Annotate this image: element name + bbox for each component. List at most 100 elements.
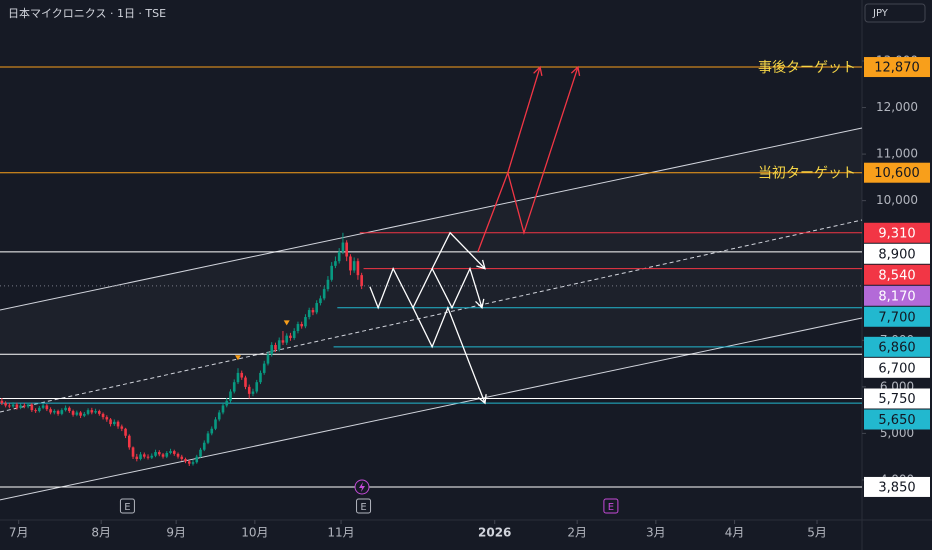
x-tick-label: 4月 bbox=[725, 526, 745, 540]
candle-body bbox=[53, 411, 56, 413]
candle-body bbox=[289, 335, 292, 338]
candle-body bbox=[300, 324, 304, 327]
candle-body bbox=[311, 310, 315, 313]
candle-body bbox=[360, 275, 363, 286]
candle-body bbox=[131, 447, 135, 457]
event-box[interactable] bbox=[356, 498, 372, 514]
event-box[interactable] bbox=[119, 498, 135, 514]
candle-body bbox=[244, 377, 247, 387]
candle-body bbox=[322, 289, 326, 299]
candle-body bbox=[146, 456, 150, 458]
candle-body bbox=[8, 405, 11, 407]
candle-body bbox=[4, 403, 7, 406]
x-tick-label: 2026 bbox=[478, 526, 511, 540]
candle-body bbox=[116, 421, 120, 427]
candle-body bbox=[356, 261, 360, 276]
candle-body bbox=[184, 459, 187, 462]
level-box bbox=[864, 476, 930, 497]
level-label: 5,750 bbox=[878, 392, 915, 407]
candle-body bbox=[127, 435, 131, 448]
y-tick-label: 11,000 bbox=[876, 147, 918, 161]
candle-body bbox=[180, 456, 184, 460]
candle-body bbox=[349, 256, 352, 271]
candle-body bbox=[247, 386, 251, 394]
candle-body bbox=[274, 344, 277, 350]
x-tick-label: 11月 bbox=[327, 526, 354, 540]
candle-body bbox=[319, 298, 322, 304]
level-box bbox=[864, 336, 930, 357]
level-label: 10,600 bbox=[874, 166, 920, 181]
event-box[interactable] bbox=[603, 498, 619, 514]
projection-arrowhead bbox=[476, 259, 486, 270]
candle-body bbox=[165, 452, 169, 457]
signal-marker bbox=[283, 320, 290, 326]
candle-body bbox=[83, 413, 86, 416]
candle-body bbox=[45, 405, 49, 410]
event-label: E bbox=[608, 502, 614, 513]
candle-body bbox=[105, 417, 109, 420]
level-box bbox=[864, 243, 930, 264]
level-note: 事後ターゲット bbox=[758, 60, 856, 76]
trendline bbox=[0, 127, 863, 311]
candle-body bbox=[11, 404, 15, 407]
symbol-title: 日本マイクロニクス · 1日 · TSE bbox=[8, 6, 166, 20]
candle-body bbox=[352, 261, 356, 271]
candle-body bbox=[334, 261, 337, 266]
candle-body bbox=[79, 412, 82, 416]
candle-body bbox=[229, 391, 232, 401]
candle-body bbox=[262, 363, 266, 373]
candle-body bbox=[150, 455, 154, 458]
candle-body bbox=[270, 344, 274, 355]
projection-path bbox=[507, 66, 541, 173]
candle-body bbox=[98, 411, 101, 414]
candle-body bbox=[315, 303, 319, 313]
level-box bbox=[864, 162, 930, 183]
candle-body bbox=[172, 451, 176, 454]
candle-body bbox=[221, 405, 225, 413]
candle-body bbox=[225, 400, 229, 406]
candle-body bbox=[23, 405, 26, 407]
candle-body bbox=[345, 242, 348, 257]
candle-body bbox=[187, 461, 191, 464]
level-box bbox=[864, 409, 930, 430]
candle-body bbox=[326, 279, 330, 290]
candle-body bbox=[251, 391, 255, 394]
candle-body bbox=[60, 410, 64, 414]
candle-body bbox=[86, 410, 90, 414]
x-tick-label: 2月 bbox=[567, 526, 587, 540]
level-box bbox=[864, 285, 930, 306]
candle-body bbox=[75, 412, 79, 415]
candle-body bbox=[176, 453, 180, 457]
candle-body bbox=[124, 428, 127, 436]
candle-body bbox=[94, 411, 97, 413]
candle-body bbox=[236, 372, 240, 383]
projection-arrowhead bbox=[477, 394, 487, 405]
dividend-bolt bbox=[359, 482, 365, 492]
event-label: E bbox=[360, 502, 366, 513]
candle-body bbox=[90, 410, 94, 413]
candle-body bbox=[15, 404, 19, 408]
candle-body bbox=[64, 407, 67, 411]
projection-arrowhead bbox=[570, 65, 581, 77]
level-box bbox=[864, 388, 930, 409]
level-box bbox=[864, 357, 930, 378]
projection-path bbox=[412, 305, 486, 404]
x-tick-label: 9月 bbox=[166, 526, 186, 540]
candle-body bbox=[330, 265, 333, 280]
candle-body bbox=[281, 340, 285, 343]
candle-body bbox=[34, 410, 37, 412]
level-box bbox=[864, 306, 930, 327]
candle-body bbox=[206, 433, 210, 443]
level-label: 6,700 bbox=[878, 361, 915, 376]
candle-body bbox=[202, 442, 206, 450]
currency-box[interactable] bbox=[864, 3, 926, 23]
candle-body bbox=[49, 409, 52, 413]
level-label: 6,860 bbox=[878, 340, 915, 355]
currency[interactable]: JPY bbox=[872, 8, 889, 19]
candle-body bbox=[296, 324, 300, 331]
candle-body bbox=[41, 405, 45, 408]
candle-body bbox=[255, 382, 259, 392]
y-tick-label: 10,000 bbox=[876, 193, 918, 207]
level-box bbox=[864, 222, 930, 243]
